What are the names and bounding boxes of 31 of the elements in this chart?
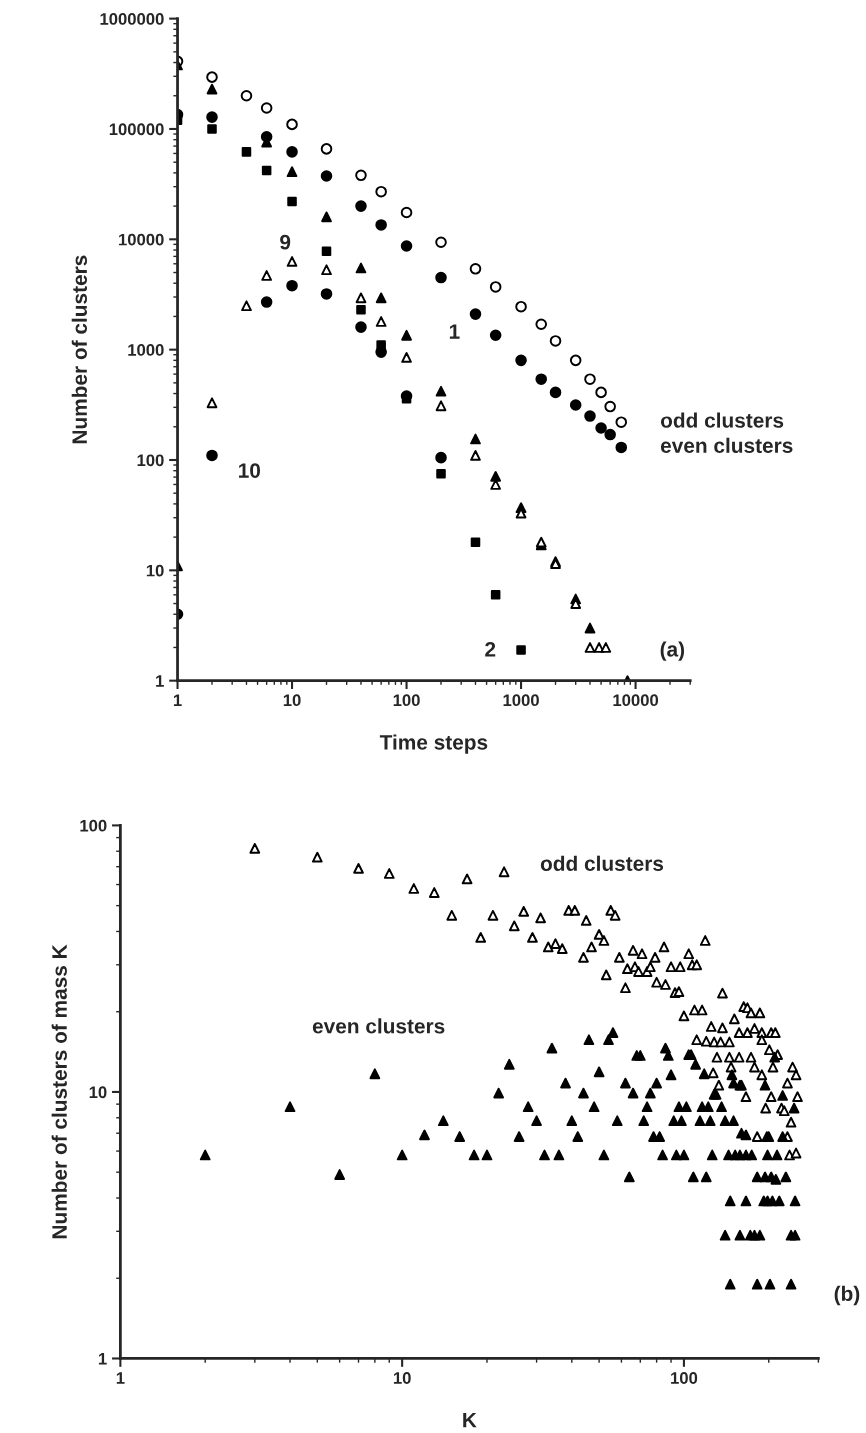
y-axis-title: Number of clusters of mass K [51, 944, 67, 1239]
y-tick-label: 1 [156, 675, 164, 687]
series-label: even clusters [660, 437, 793, 454]
annotation: 2 [485, 641, 496, 657]
y-tick-label: 1000000 [100, 13, 164, 25]
y-axis-title: Number of clusters [71, 255, 88, 444]
x-tick-label: 10 [393, 1372, 411, 1384]
annotation: 9 [280, 234, 291, 250]
y-tick-label: 100 [80, 819, 107, 832]
x-tick-label: 10000 [613, 694, 659, 707]
y-tick-label: 10000 [119, 233, 164, 246]
y-tick-label: 1000 [128, 344, 164, 356]
x-axis-title: K [463, 1412, 477, 1428]
x-tick-label: 1 [173, 694, 182, 706]
x-tick-label: 100 [393, 694, 420, 707]
annotation: 1 [449, 324, 460, 339]
y-tick-label: 10 [89, 1086, 107, 1099]
x-tick-label: 10 [283, 694, 301, 707]
text: (b) [834, 1285, 860, 1306]
series-label: odd clusters [540, 855, 664, 871]
y-tick-label: 100000 [109, 123, 164, 136]
x-tick-label: 100 [671, 1372, 698, 1384]
series-label: odd clusters [660, 412, 784, 428]
x-axis-title: Time steps [379, 734, 488, 754]
y-tick-label: 100 [137, 454, 164, 467]
y-tick-label: 10 [146, 564, 164, 577]
annotation: (a) [660, 641, 685, 661]
annotation: 10 [239, 463, 261, 478]
x-tick-label: 1000 [503, 694, 539, 707]
y-tick-label: 1 [98, 1353, 107, 1365]
text: even clusters [312, 1018, 445, 1034]
